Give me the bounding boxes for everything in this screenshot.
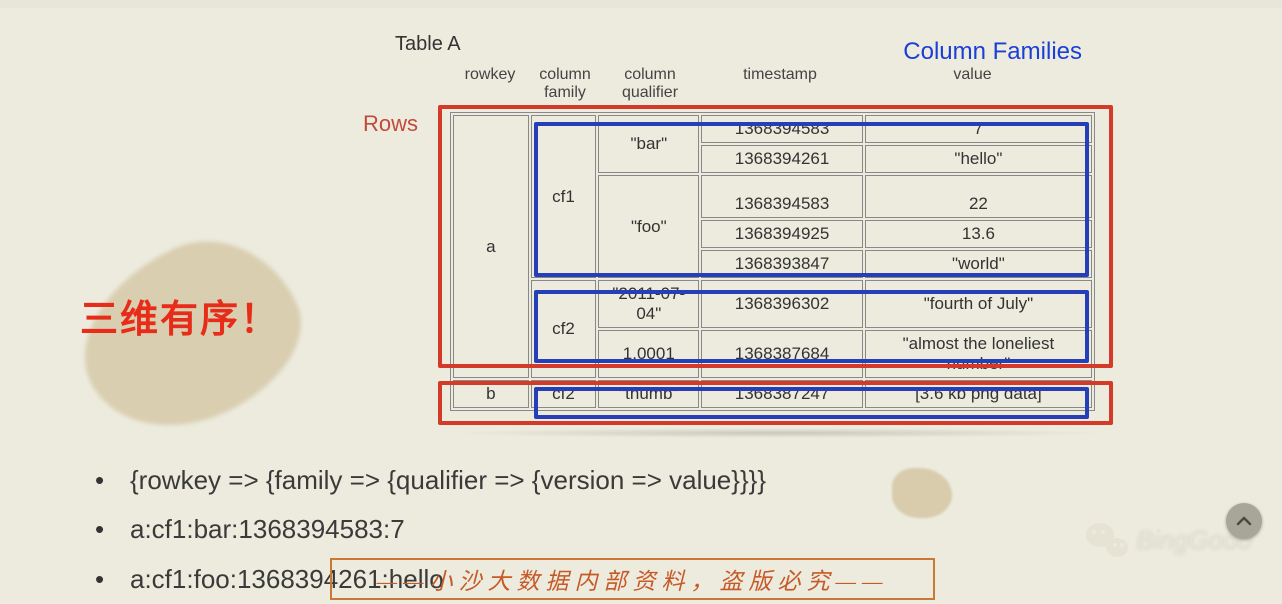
cell-rowkey: b (453, 380, 529, 408)
cell-ts: 1368394261 (701, 145, 863, 173)
cell-ts: 1368396302 (701, 280, 863, 328)
cell-ts: 1368394925 (701, 220, 863, 248)
slide-content: Table A Column Families Rows rowkey colu… (0, 8, 1282, 601)
list-item: {rowkey => {family => {qualifier => {ver… (95, 456, 766, 505)
list-item: a:cf1:bar:1368394583:7 (95, 505, 766, 554)
header-timestamp: timestamp (700, 66, 860, 102)
table-title: Table A (395, 33, 461, 56)
table-headers: rowkey column family column qualifier ti… (450, 66, 1085, 102)
table-shadow (445, 428, 1110, 438)
header-column-qualifier: column qualifier (600, 66, 700, 102)
cell-cq: "2011-07-04" (598, 280, 699, 328)
cell-ts: 1368394583 (701, 175, 863, 218)
table-row: a cf1 "bar" 1368394583 7 (453, 115, 1092, 143)
footer-text: ——小沙大数据内部资料，盗版必究—— (377, 562, 889, 596)
hbase-table: a cf1 "bar" 1368394583 7 1368394261 "hel… (450, 112, 1095, 411)
cell-cq: "thumb" (598, 380, 699, 408)
cell-val: "world" (865, 250, 1092, 278)
cell-val: 22 (865, 175, 1092, 218)
cell-cq: 1.0001 (598, 330, 699, 378)
top-strip (0, 0, 1282, 8)
cell-cf: cf2 (531, 380, 597, 408)
headline-text: 三维有序！ (80, 288, 280, 343)
cell-ts: 1368393847 (701, 250, 863, 278)
wechat-icon (1086, 519, 1128, 561)
rows-label: Rows (363, 111, 418, 137)
footer-box: ——小沙大数据内部资料，盗版必究—— (330, 558, 935, 600)
cell-val: 13.6 (865, 220, 1092, 248)
cell-cf: cf1 (531, 115, 597, 278)
cell-val: 7 (865, 115, 1092, 143)
scroll-to-top-button[interactable] (1226, 503, 1262, 539)
cell-val: [3.6 kb png data] (865, 380, 1092, 408)
cell-ts: 1368387684 (701, 330, 863, 378)
chevron-up-icon (1236, 513, 1252, 529)
table-row: cf2 "2011-07-04" 1368396302 "fourth of J… (453, 280, 1092, 328)
cell-cq: "bar" (598, 115, 699, 173)
cell-val: "almost the loneliest number" (865, 330, 1092, 378)
cell-ts: 1368394583 (701, 115, 863, 143)
cell-rowkey: a (453, 115, 529, 378)
table-row: b cf2 "thumb" 1368387247 [3.6 kb png dat… (453, 380, 1092, 408)
header-rowkey: rowkey (450, 66, 530, 102)
cell-val: "fourth of July" (865, 280, 1092, 328)
cell-val: "hello" (865, 145, 1092, 173)
header-value: value (860, 66, 1085, 102)
column-families-label: Column Families (903, 38, 1082, 66)
cell-ts: 1368387247 (701, 380, 863, 408)
cell-cq: "foo" (598, 175, 699, 278)
cell-cf: cf2 (531, 280, 597, 378)
header-column-family: column family (530, 66, 600, 102)
